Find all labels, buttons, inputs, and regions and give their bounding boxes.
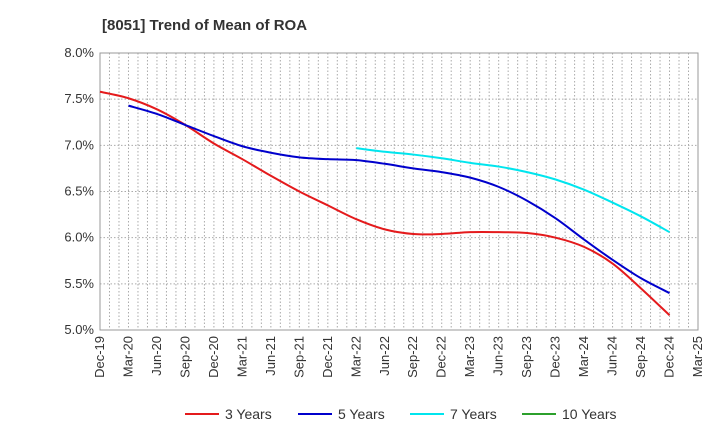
x-tick-label: Dec-21: [320, 336, 335, 378]
x-tick-label: Mar-22: [348, 336, 363, 377]
y-tick-label: 8.0%: [64, 45, 94, 60]
x-axis-tick-labels: Dec-19 Mar-20 Jun-20 Sep-20 Dec-20 Mar-21 Jun-…: [92, 336, 705, 378]
x-tick-label: Mar-24: [576, 336, 591, 377]
legend-label: 7 Years: [450, 406, 497, 422]
x-tick-label: Mar-25: [690, 336, 705, 377]
chart-title: [8051] Trend of Mean of ROA: [102, 17, 307, 34]
x-tick-label: Dec-23: [548, 336, 563, 378]
legend-label: 10 Years: [562, 406, 617, 422]
legend: 3 Years 5 Years 7 Years 10 Years: [185, 406, 617, 422]
x-tick-label: Mar-21: [234, 336, 249, 377]
x-tick-label: Jun-23: [491, 336, 506, 376]
legend-label: 3 Years: [225, 406, 272, 422]
x-tick-label: Jun-22: [377, 336, 392, 376]
x-tick-label: Jun-24: [605, 336, 620, 376]
x-tick-label: Dec-22: [434, 336, 449, 378]
x-tick-label: Mar-23: [462, 336, 477, 377]
x-tick-label: Sep-22: [405, 336, 420, 378]
x-tick-label: Sep-23: [519, 336, 534, 378]
x-tick-label: Dec-19: [92, 336, 107, 378]
x-tick-label: Jun-21: [263, 336, 278, 376]
y-axis-tick-labels: 5.0% 5.5% 6.0% 6.5% 7.0% 7.5% 8.0%: [64, 45, 94, 337]
x-tick-label: Jun-20: [149, 336, 164, 376]
y-tick-label: 6.5%: [64, 184, 94, 199]
y-tick-label: 5.0%: [64, 322, 94, 337]
series-line-5-years: [128, 104, 670, 294]
plot-area-border: [99, 52, 699, 331]
y-tick-label: 7.0%: [64, 137, 94, 152]
y-tick-label: 6.0%: [64, 230, 94, 245]
series-line-3-years: [99, 90, 671, 316]
series-line-7-years: [356, 147, 671, 234]
grid-lines: [100, 52, 698, 331]
x-tick-label: Sep-20: [177, 336, 192, 378]
y-tick-label: 5.5%: [64, 276, 94, 291]
legend-label: 5 Years: [338, 406, 385, 422]
x-tick-label: Dec-20: [206, 336, 221, 378]
y-tick-label: 7.5%: [64, 91, 94, 106]
series-lines: [99, 90, 671, 316]
x-tick-label: Mar-20: [120, 336, 135, 377]
x-tick-label: Dec-24: [662, 336, 677, 378]
x-tick-label: Sep-21: [291, 336, 306, 378]
x-tick-label: Sep-24: [633, 336, 648, 378]
